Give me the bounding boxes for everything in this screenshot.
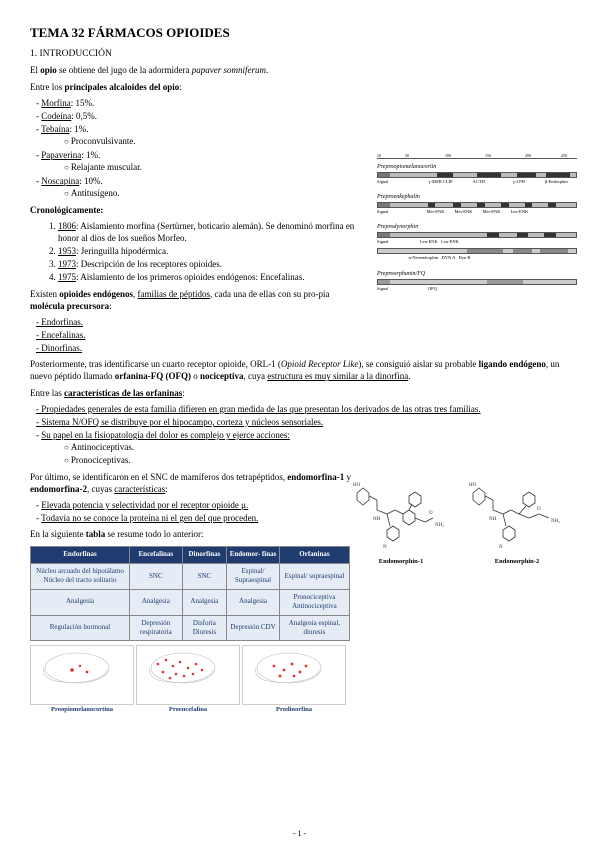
- endom-lead: Por último, se identificaron en el SNC d…: [30, 471, 360, 495]
- orf-lead: Entre las características de las orfanin…: [30, 387, 569, 399]
- crono-list: 1806: Aislamiento morfina (Sertürner, bo…: [30, 220, 360, 284]
- svg-text:O: O: [429, 511, 433, 516]
- svg-text:NH: NH: [489, 517, 497, 522]
- post-paragraph: Posteriormente, tras identificarse un cu…: [30, 358, 569, 382]
- endo-list: Endorfinas. Encefalinas. Dinorfinas.: [30, 316, 360, 354]
- svg-text:NH₂: NH₂: [435, 523, 444, 528]
- distribution-figures: Proopiomelanocortina Proencefalina Prodi…: [30, 645, 350, 715]
- page-title: TEMA 32 FÁRMACOS OPIOIDES: [30, 24, 569, 42]
- svg-text:N: N: [499, 545, 503, 550]
- orf-list: Propiedades generales de esta familia di…: [30, 403, 569, 467]
- endo-paragraph: Existen opioides endógenos, familias de …: [30, 288, 360, 312]
- svg-text:HO: HO: [353, 483, 361, 488]
- precursor-diagram: 1050100150200250 Preproopiomelanocortin …: [377, 158, 577, 328]
- section-heading: 1. INTRODUCCIÓN: [30, 48, 569, 61]
- chemical-structures: HO NH O NH₂ N E: [347, 478, 577, 573]
- intro-paragraph: El opio se obtiene del jugo de la adormi…: [30, 64, 569, 76]
- alkaloids-lead: Entre los principales alcaloides del opi…: [30, 81, 569, 93]
- svg-text:NH₂: NH₂: [551, 519, 560, 524]
- svg-text:O: O: [537, 507, 541, 512]
- svg-text:N: N: [383, 545, 387, 550]
- summary-table: Endorfinas Encefalinas Dinorfinas Endomo…: [30, 546, 350, 715]
- svg-text:NH: NH: [373, 517, 381, 522]
- endom-list: Elevada potencia y selectividad por el r…: [30, 499, 360, 524]
- svg-text:HO: HO: [469, 483, 477, 488]
- page-number: - 1 -: [0, 829, 599, 840]
- crono-title: Cronológicamente:: [30, 204, 360, 216]
